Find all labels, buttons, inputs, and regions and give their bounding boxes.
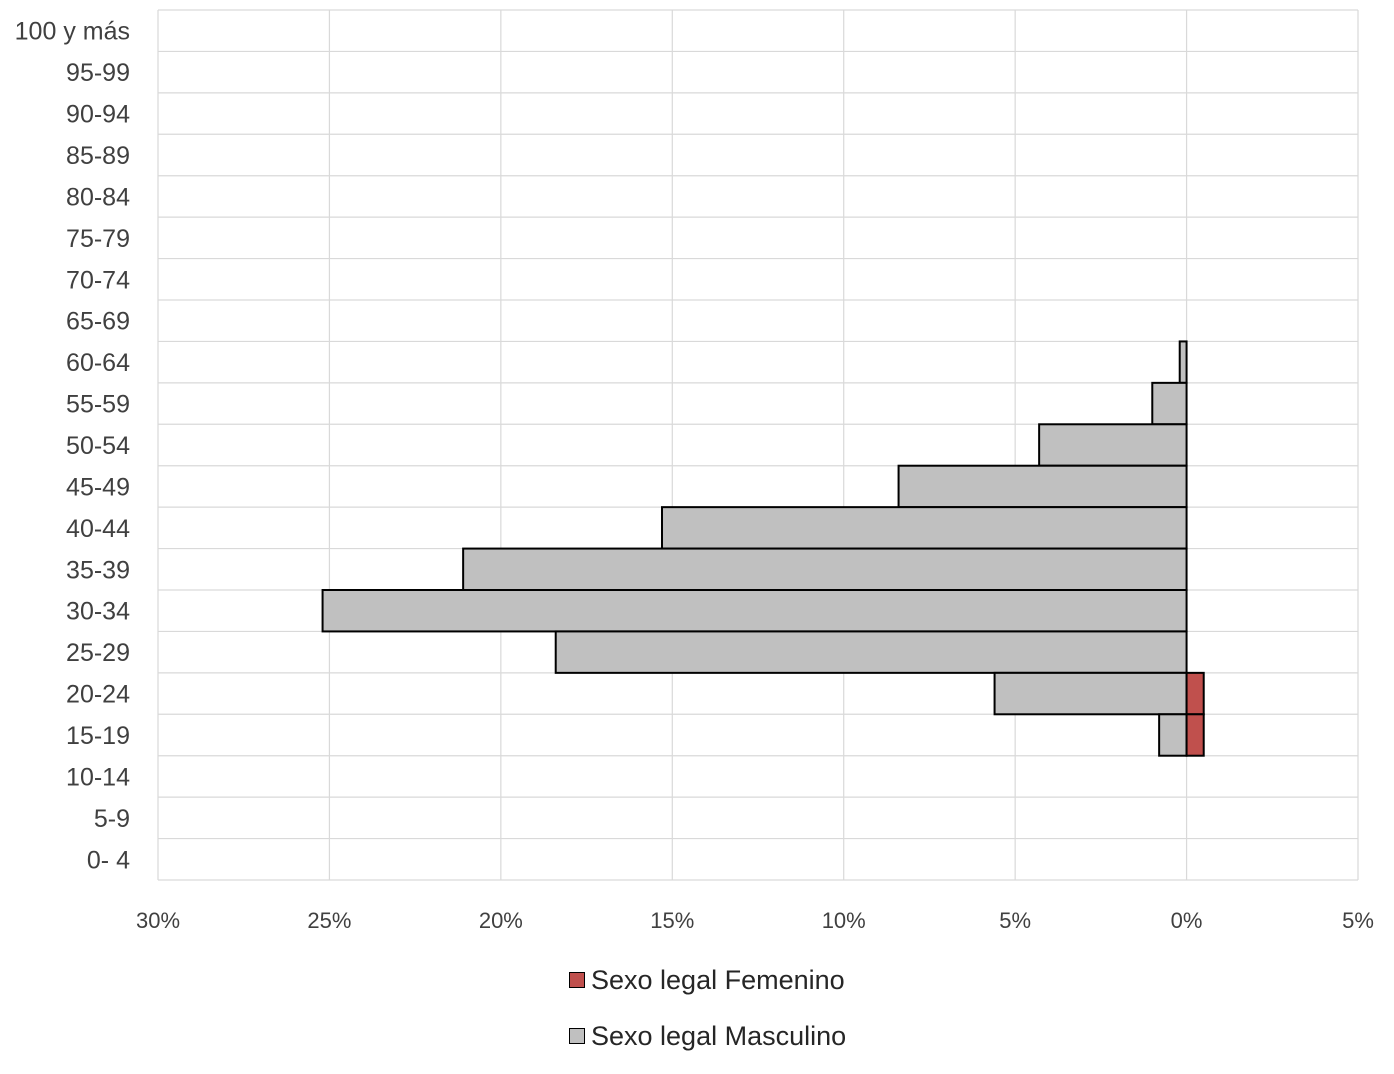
bar-masculino: [897, 464, 1188, 509]
y-tick-label: 55-59: [66, 391, 130, 419]
bars-group: [321, 340, 1205, 757]
legend-swatch-masculino: [569, 1028, 585, 1044]
bar-masculino: [993, 671, 1188, 716]
bar-masculino: [1151, 381, 1188, 426]
x-tick-label: 5%: [1342, 908, 1374, 933]
y-tick-label: 95-99: [66, 59, 130, 87]
bar-masculino: [661, 506, 1188, 550]
y-tick-label: 15-19: [66, 722, 130, 750]
y-tick-label: 30-34: [66, 598, 130, 626]
legend-swatch-femenino: [569, 972, 585, 988]
y-tick-label: 65-69: [66, 308, 130, 336]
y-tick-label: 10-14: [66, 763, 130, 791]
bar-masculino: [1178, 340, 1188, 384]
y-tick-label: 90-94: [66, 101, 130, 129]
bar-masculino: [321, 589, 1188, 633]
legend-item-femenino: Sexo legal Femenino: [569, 962, 846, 998]
x-axis-labels: 30% 25% 20% 15% 10% 5% 0% 5%: [136, 908, 1374, 933]
y-tick-label: 85-89: [66, 142, 130, 170]
bar-femenino: [1185, 713, 1205, 757]
legend-label-masculino: Sexo legal Masculino: [591, 1020, 847, 1051]
y-tick-label: 5-9: [94, 805, 130, 833]
x-tick-label: 25%: [307, 908, 351, 933]
population-pyramid-chart: 100 y más 95-99 90-94 85-89 80-84 75-79 70-74 6…: [15, 9, 1374, 933]
y-tick-label: 75-79: [66, 225, 130, 253]
bar-masculino: [462, 547, 1188, 591]
x-tick-label: 0%: [1171, 908, 1203, 933]
x-tick-label: 20%: [479, 908, 523, 933]
bar-masculino: [554, 630, 1188, 674]
bar-femenino: [1185, 671, 1205, 716]
x-tick-label: 10%: [822, 908, 866, 933]
bar-masculino: [1158, 713, 1188, 757]
bar-masculino: [1038, 423, 1188, 467]
y-tick-label: 0- 4: [87, 846, 130, 874]
y-tick-label: 35-39: [66, 556, 130, 584]
x-tick-label: 5%: [999, 908, 1031, 933]
y-tick-label: 100 y más: [15, 18, 130, 46]
legend: Sexo legal Femenino Sexo legal Masculino: [569, 962, 846, 1074]
x-tick-label: 15%: [650, 908, 694, 933]
y-tick-label: 20-24: [66, 681, 130, 709]
y-tick-label: 45-49: [66, 473, 130, 501]
legend-item-masculino: Sexo legal Masculino: [569, 1018, 846, 1054]
y-tick-label: 50-54: [66, 432, 130, 460]
y-tick-label: 25-29: [66, 639, 130, 667]
y-tick-label: 60-64: [66, 349, 130, 377]
y-tick-label: 40-44: [66, 515, 130, 543]
x-tick-label: 30%: [136, 908, 180, 933]
legend-label-femenino: Sexo legal Femenino: [591, 964, 845, 995]
y-tick-label: 80-84: [66, 183, 130, 211]
y-axis-labels: 100 y más 95-99 90-94 85-89 80-84 75-79 70-74 6…: [15, 18, 130, 875]
y-tick-label: 70-74: [66, 266, 130, 294]
